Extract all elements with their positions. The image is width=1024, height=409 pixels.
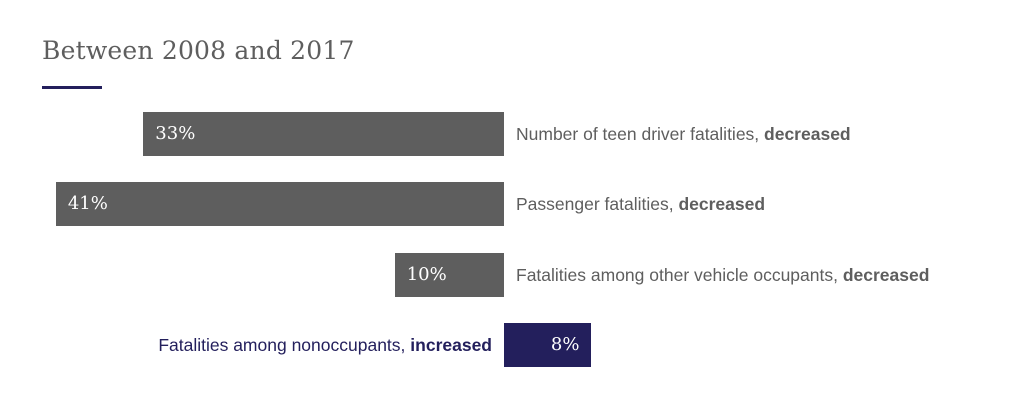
category-label: Fatalities among other vehicle occupants… [516,253,929,297]
chart-title: Between 2008 and 2017 [42,36,355,65]
bar-value-label: 8% [550,334,580,355]
title-underline [42,86,102,89]
bar: 33% [143,112,504,156]
bar: 41% [55,182,504,226]
category-text: Number of teen driver fatalities, [516,124,765,144]
category-text: Fatalities among nonoccupants, [158,335,411,355]
bar-value-label: 10% [406,264,447,285]
category-emphasis: decreased [764,124,851,144]
bar-value-label: 33% [155,123,196,144]
category-text: Fatalities among other vehicle occupants… [516,265,843,285]
category-emphasis: decreased [842,265,930,285]
category-label: Fatalities among nonoccupants, increased [158,323,492,367]
bar: 10% [394,253,504,297]
category-emphasis: decreased [678,194,766,214]
bar-value-label: 41% [67,193,108,214]
category-label: Number of teen driver fatalities, decrea… [516,112,851,156]
category-label: Passenger fatalities, decreased [516,182,765,226]
category-emphasis: increased [410,335,492,355]
category-text: Passenger fatalities, [516,194,679,214]
bar: 8% [504,323,592,367]
